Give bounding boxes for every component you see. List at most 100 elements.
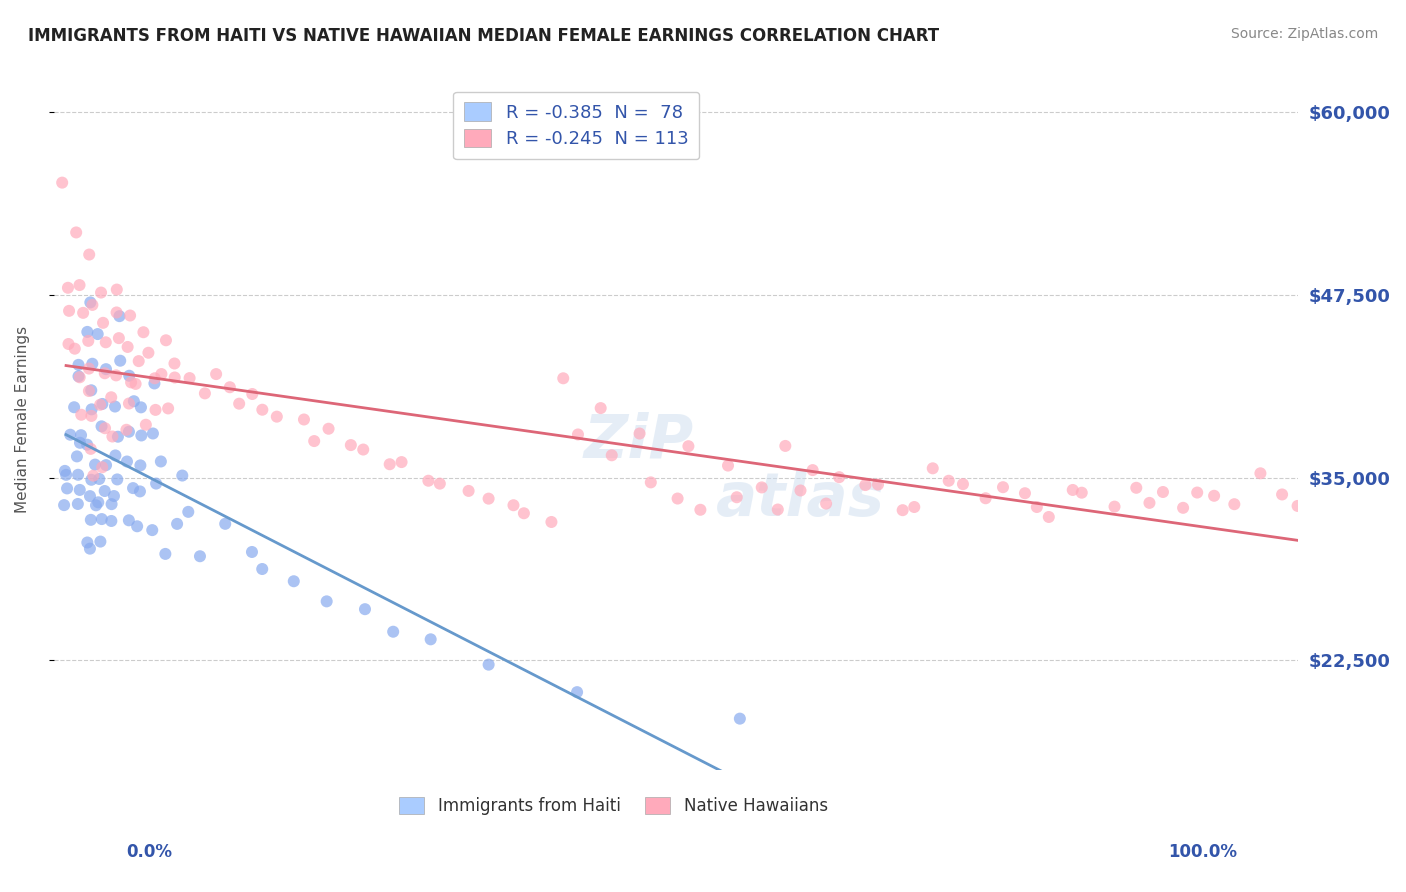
Point (90, 512, 112, 526)
Point (80, 402, 103, 417)
Point (1171, 500, 1194, 515)
Point (938, 474, 960, 488)
Point (921, 461, 943, 475)
Point (94, 366, 117, 380)
Point (58, 337, 80, 351)
Point (89, 534, 111, 549)
Point (228, 397, 250, 411)
Point (65, 226, 87, 240)
Point (240, 387, 263, 401)
Point (63, 342, 86, 356)
Point (80, 384, 103, 398)
Point (205, 367, 228, 381)
Point (172, 468, 194, 483)
Point (118, 425, 141, 439)
Point (86, 327, 108, 342)
Point (100, 390, 122, 404)
Point (266, 409, 288, 424)
Point (1139, 496, 1161, 510)
Point (59, 427, 82, 442)
Point (194, 386, 217, 401)
Point (122, 481, 145, 495)
Point (429, 476, 451, 491)
Point (120, 309, 142, 323)
Point (63, 401, 86, 415)
Point (378, 457, 401, 471)
Point (540, 515, 562, 529)
Point (589, 401, 612, 416)
Point (76, 325, 98, 339)
Point (66, 450, 89, 464)
Point (80, 473, 103, 487)
Point (214, 516, 236, 531)
Point (91, 316, 114, 330)
Text: IMMIGRANTS FROM HAITI VS NATIVE HAWAIIAN MEDIAN FEMALE EARNINGS CORRELATION CHAR: IMMIGRANTS FROM HAITI VS NATIVE HAWAIIAN… (28, 27, 939, 45)
Point (67, 369, 90, 384)
Point (502, 498, 524, 512)
Point (457, 483, 479, 498)
Point (352, 442, 374, 457)
Point (252, 562, 274, 576)
Point (565, 685, 588, 699)
Point (419, 632, 441, 647)
Point (105, 368, 128, 383)
Point (69, 370, 91, 384)
Point (129, 458, 152, 473)
Point (1070, 485, 1092, 500)
Point (77, 384, 100, 398)
Text: ZiP: ZiP (583, 412, 693, 471)
Point (135, 417, 157, 432)
Point (103, 489, 125, 503)
Point (725, 490, 748, 504)
Point (318, 422, 340, 436)
Point (127, 519, 149, 533)
Point (79, 489, 101, 503)
Point (150, 367, 173, 381)
Point (903, 500, 925, 514)
Point (891, 503, 914, 517)
Point (91, 397, 114, 411)
Point (766, 502, 789, 516)
Point (141, 523, 163, 537)
Point (600, 448, 623, 462)
Point (717, 458, 740, 473)
Point (82, 298, 104, 312)
Point (131, 428, 153, 442)
Point (94, 335, 117, 350)
Point (991, 480, 1014, 494)
Point (292, 412, 315, 426)
Point (55, 467, 77, 482)
Point (51, 176, 73, 190)
Point (94, 458, 117, 472)
Point (100, 497, 122, 511)
Point (354, 602, 377, 616)
Point (1204, 489, 1226, 503)
Point (866, 477, 889, 491)
Point (77, 334, 100, 348)
Point (177, 505, 200, 519)
Point (53, 464, 76, 478)
Point (87, 495, 110, 509)
Point (76, 438, 98, 452)
Point (163, 357, 186, 371)
Point (58, 303, 80, 318)
Point (69, 278, 91, 293)
Point (143, 376, 166, 391)
Point (84, 498, 107, 512)
Point (974, 491, 997, 506)
Point (56, 281, 79, 295)
Point (129, 484, 152, 499)
Point (117, 340, 139, 354)
Point (553, 371, 575, 385)
Point (1038, 510, 1060, 524)
Point (1249, 467, 1271, 481)
Point (94, 421, 117, 435)
Point (1104, 500, 1126, 514)
Point (952, 477, 974, 491)
Point (91, 460, 114, 475)
Point (145, 476, 167, 491)
Point (115, 454, 138, 468)
Point (678, 439, 700, 453)
Point (118, 368, 141, 383)
Point (79, 541, 101, 556)
